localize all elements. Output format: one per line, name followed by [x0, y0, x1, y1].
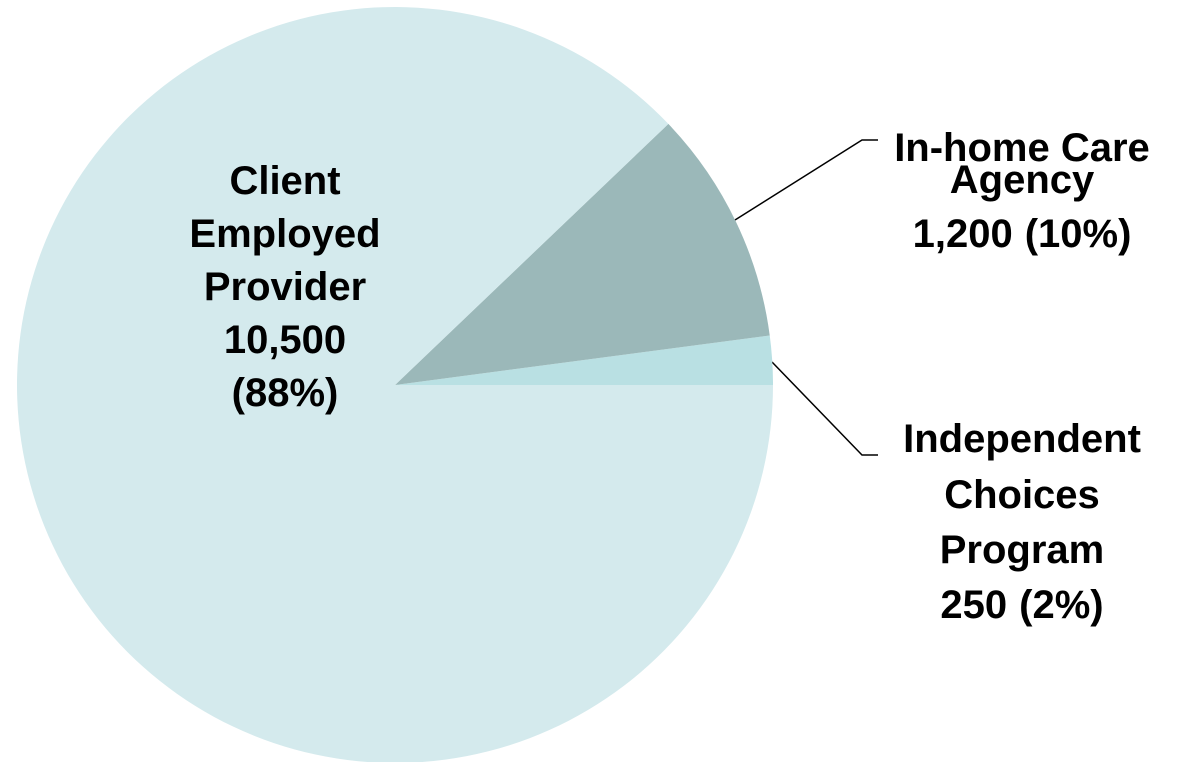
pie-slice [395, 335, 773, 385]
percent-label: (10%) [1025, 212, 1132, 256]
label-line: In-home Care [894, 126, 1150, 170]
label-line: Agency [950, 158, 1095, 202]
label-line: Employed [189, 212, 380, 256]
value-label: 1,200 [913, 212, 1013, 256]
pie-slice [395, 123, 770, 385]
label-line: Provider [204, 265, 366, 309]
label-line: Independent [903, 417, 1141, 461]
label-line: Program [940, 528, 1105, 572]
pie-slice [17, 7, 773, 762]
slice-label: Independent Choices Program 250 (2%) [903, 417, 1141, 627]
value-label: 250 [940, 583, 1007, 627]
value-label: 10,500 [224, 318, 346, 362]
percent-label: (88%) [232, 371, 339, 415]
label-line: Choices [944, 473, 1100, 517]
leader-line [734, 139, 878, 221]
leader-line [771, 361, 878, 456]
slice-label: In-home Care Agency 1,200 (10%) [894, 126, 1150, 256]
slice-label: Client Employed Provider 10,500 (88%) [189, 159, 380, 415]
percent-label: (2%) [1019, 583, 1103, 627]
label-line: Client [229, 159, 340, 203]
